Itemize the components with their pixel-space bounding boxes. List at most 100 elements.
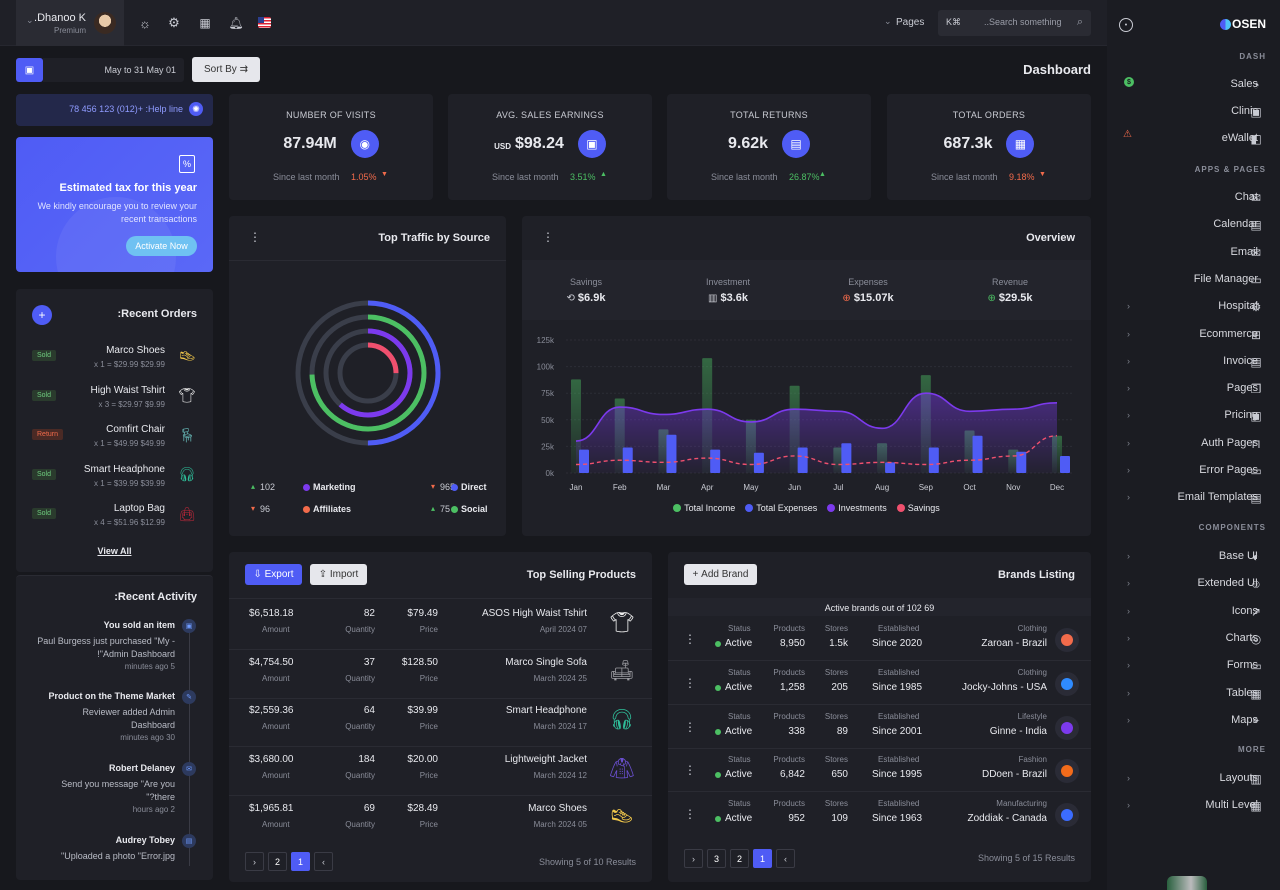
sidebar-item[interactable]: Layouts ▥ ›	[1107, 769, 1280, 789]
view-all-link[interactable]: View All	[97, 546, 132, 556]
order-name[interactable]: Smart Headphone	[83, 463, 165, 475]
sidebar-item[interactable]: Icons ↗ ›	[1107, 602, 1280, 622]
expense-bar	[928, 447, 939, 473]
brand-name[interactable]: Ginne - India	[989, 725, 1047, 737]
more-vert-icon[interactable]: ⋮	[684, 675, 696, 690]
product-date: March 2024 17	[533, 722, 587, 732]
search-input[interactable]: ..Search something	[984, 17, 1062, 27]
pages-menu[interactable]: Pages	[896, 17, 925, 28]
next-page-button[interactable]: ›	[245, 852, 264, 871]
sidebar-item[interactable]: Multi Level ▦ ›	[1107, 796, 1280, 816]
sidebar-item[interactable]: Base UI ◐ ›	[1107, 547, 1280, 567]
sidebar-item[interactable]: Pages ❐ ›	[1107, 379, 1280, 399]
brand-name[interactable]: Zoddiak - Canada	[967, 813, 1048, 825]
calendar-button[interactable]: ▣	[16, 58, 43, 82]
bell-icon[interactable]: 🔔︎	[228, 16, 244, 30]
product-name[interactable]: Lightweight Jacket	[504, 754, 587, 766]
order-name[interactable]: Laptop Bag	[113, 503, 165, 514]
page-button[interactable]: 1	[291, 852, 310, 871]
date-range[interactable]: May to 31 May 01	[43, 58, 184, 82]
sidebar-item[interactable]: Invoice ▤ ›	[1107, 352, 1280, 372]
product-name[interactable]: Marco Shoes	[528, 802, 587, 814]
order-name[interactable]: Comfirt Chair	[106, 424, 165, 435]
sidebar-item-label: Error Pages	[1199, 464, 1258, 476]
chevron-right-icon: ›	[1127, 687, 1130, 698]
chart-icon: ◎	[1250, 631, 1262, 646]
sidebar-item[interactable]: Pricing ▣ ›	[1107, 406, 1280, 426]
sidebar-item[interactable]: Chat ✉	[1107, 188, 1280, 208]
activate-now-button[interactable]: Activate Now	[126, 236, 197, 256]
brand-name[interactable]: DDoen - Brazil	[981, 769, 1047, 781]
import-button[interactable]: ⇪ Import	[310, 564, 367, 585]
legend-dot	[303, 484, 310, 491]
prev-page-button[interactable]: ‹	[314, 852, 333, 871]
page-button[interactable]: 1	[753, 849, 772, 868]
order-name[interactable]: Marco Shoes	[106, 345, 165, 356]
product-amount: $6,518.18	[249, 608, 294, 619]
prev-page-button[interactable]: ‹	[776, 849, 795, 868]
more-vert-icon[interactable]: ⋮	[684, 763, 696, 778]
more-vert-icon[interactable]: ⋮	[249, 230, 261, 244]
status-dot	[715, 641, 721, 647]
sidebar-item[interactable]: Forms ▭ ›	[1107, 656, 1280, 676]
sidebar-item[interactable]: Ecommerce ⊞ ›	[1107, 325, 1280, 345]
sidebar-item[interactable]: Maps ⌖ ›	[1107, 711, 1280, 731]
cart-icon: ▣	[182, 619, 196, 633]
product-name[interactable]: Marco Single Sofa	[505, 656, 587, 668]
next-page-button[interactable]: ›	[684, 849, 703, 868]
more-vert-icon[interactable]: ⋮	[684, 719, 696, 734]
legend-item[interactable]: Savings	[896, 503, 940, 513]
helpline-banner[interactable]: 78 456 123 (012)+ :Help line ✺	[16, 94, 213, 126]
sidebar-item[interactable]: Clinic ▣	[1107, 102, 1280, 122]
sidebar-item[interactable]: Email ✉	[1107, 243, 1280, 263]
page-button[interactable]: 3	[707, 849, 726, 868]
sidebar-item[interactable]: eWallet ◧	[1107, 129, 1280, 149]
more-vert-icon[interactable]: ⋮	[684, 807, 696, 822]
sidebar-item[interactable]: Auth Pages ⊓ ›	[1107, 434, 1280, 454]
sidebar-item[interactable]: Tables ▦ ›	[1107, 684, 1280, 704]
chevron-right-icon: ›	[1127, 632, 1130, 643]
brand-name[interactable]: Jocky-Johns - USA	[961, 681, 1047, 693]
brand-name[interactable]: Zaroan - Brazil	[981, 638, 1047, 649]
sidebar-item[interactable]: Error Pages ▭ ›	[1107, 461, 1280, 481]
y-tick-label: 75k	[541, 389, 555, 398]
sidebar-item[interactable]: Email Templates ▤ ›	[1107, 488, 1280, 508]
product-date: March 2024 25	[533, 673, 587, 683]
add-order-button[interactable]: +	[32, 305, 52, 325]
sidebar-item[interactable]: Calendar ▤	[1107, 215, 1280, 235]
sort-by-button[interactable]: Sort By ⇉	[192, 57, 260, 82]
page-button[interactable]: 2	[268, 852, 287, 871]
activity-line2: "?there	[146, 792, 175, 802]
more-vert-icon[interactable]: ⋮	[684, 632, 696, 646]
chevron-right-icon: ›	[1127, 410, 1130, 421]
apps-grid-icon[interactable]: ▦	[199, 16, 211, 30]
brand-logo[interactable]: OSEN	[1219, 17, 1266, 31]
order-detail: x 4 = $51.96 $12.99	[94, 518, 165, 527]
sidebar-item-label: Calendar	[1213, 218, 1258, 231]
brand-category: Manufacturing	[996, 799, 1047, 809]
sidebar-item[interactable]: File Manager ▭	[1107, 270, 1280, 290]
brand-stores-label: Stores	[824, 799, 848, 809]
add-brand-button[interactable]: + Add Brand	[684, 564, 757, 585]
more-vert-icon[interactable]: ⋮	[542, 230, 554, 244]
user-menu[interactable]: ⌄ .Dhanoo K Premium	[16, 0, 124, 46]
sidebar-item[interactable]: Extended UI ☺ ›	[1107, 574, 1280, 594]
legend-item[interactable]: Total Expenses	[745, 503, 817, 513]
clock-icon[interactable]: •	[1119, 18, 1133, 32]
sidebar-item[interactable]: Hospital ⚙ ›	[1107, 297, 1280, 317]
sun-icon[interactable]: ☼	[139, 15, 151, 31]
page-button[interactable]: 2	[730, 849, 749, 868]
product-name[interactable]: Smart Headphone	[505, 705, 587, 717]
product-qty-label: Quantity	[345, 673, 375, 683]
sidebar-item[interactable]: Sales ◔	[1107, 75, 1280, 95]
export-button[interactable]: ⇩ Export	[245, 564, 302, 585]
row-divider	[229, 795, 652, 797]
sidebar-item[interactable]: Charts ◎ ›	[1107, 629, 1280, 649]
legend-item[interactable]: Investments	[827, 503, 887, 513]
us-flag-icon[interactable]	[258, 17, 271, 28]
search-box[interactable]: K⌘ ..Search something ⌕	[938, 10, 1091, 36]
product-name[interactable]: ASOS High Waist Tshirt	[481, 608, 587, 619]
legend-item[interactable]: Total Income	[673, 503, 735, 513]
order-name[interactable]: High Waist Tshirt	[90, 384, 165, 396]
gear-icon[interactable]: ⚙	[168, 15, 180, 30]
